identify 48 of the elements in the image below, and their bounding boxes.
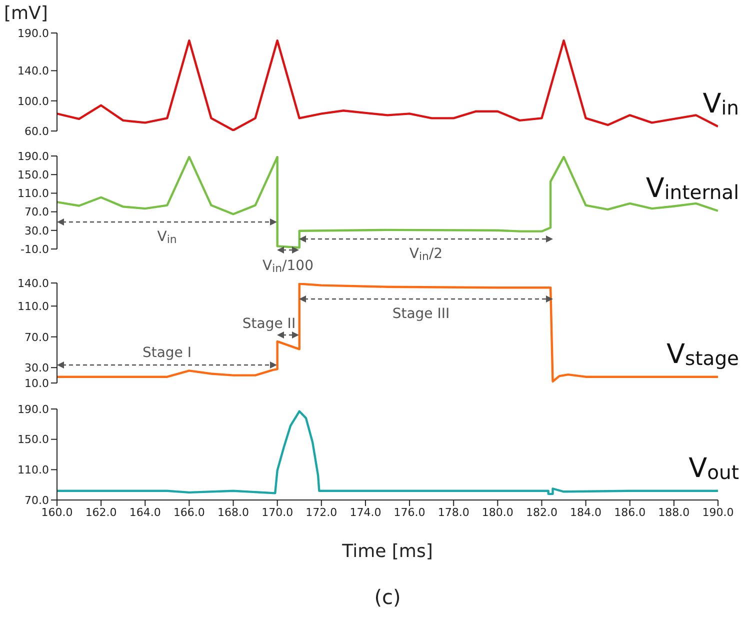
- series-label: V$_{in}$: [702, 88, 739, 120]
- x-tick-label: 164.0: [129, 506, 161, 519]
- x-tick-label: 178.0: [438, 506, 470, 519]
- y-tick-label: 140.0: [18, 276, 49, 290]
- x-tick-label: 168.0: [218, 506, 250, 519]
- x-tick-label: 174.0: [350, 506, 382, 519]
- y-tick-label: 140.0: [18, 64, 49, 78]
- y-tick-label: 30.0: [24, 224, 49, 238]
- x-tick-label: 170.0: [262, 506, 294, 519]
- x-tick-label: 172.0: [306, 506, 338, 519]
- y-tick-label: 110.0: [18, 187, 49, 200]
- y-tick-label: 190.0: [18, 402, 49, 416]
- y-tick-label: 30.0: [24, 362, 49, 375]
- x-tick-label: 182.0: [526, 506, 558, 519]
- y-tick-label: 190.0: [18, 150, 49, 163]
- x-tick-label: 188.0: [658, 506, 690, 519]
- y-tick-label: 70.0: [24, 494, 49, 507]
- y-tick-label: 10.0: [24, 376, 49, 390]
- x-axis-title: Time [ms]: [341, 541, 433, 562]
- text: V$_{in}$/100: [262, 258, 314, 275]
- y-tick-label: 150.0: [18, 168, 49, 182]
- text: (c): [374, 585, 401, 609]
- x-tick-label: 160.0: [41, 506, 73, 519]
- annotation: V$_{in}$/2: [409, 246, 443, 263]
- y-tick-label: 60.0: [24, 124, 49, 138]
- annotation: Stage II: [242, 316, 296, 332]
- annotation: Stage III: [392, 306, 450, 322]
- x-tick-label: 176.0: [394, 506, 426, 519]
- y-tick-label: -10.0: [20, 242, 49, 256]
- y-tick-label: 190.0: [18, 26, 49, 40]
- x-tick-label: 166.0: [173, 506, 205, 519]
- x-tick-label: 180.0: [482, 506, 514, 519]
- annotation: V$_{in}$: [157, 229, 177, 246]
- y-tick-label: 70.0: [24, 206, 49, 219]
- x-tick-label: 162.0: [85, 506, 117, 519]
- x-tick-label: 190.0: [702, 506, 734, 519]
- y-axis-title: [mV]: [4, 3, 48, 24]
- x-tick-label: 186.0: [614, 506, 646, 519]
- series-label: V$_{out}$: [688, 452, 740, 484]
- y-tick-label: 150.0: [18, 433, 49, 446]
- y-tick-label: 110.0: [18, 464, 49, 477]
- series-label: V$_{internal}$: [646, 172, 739, 204]
- annotation: Stage I: [142, 345, 192, 361]
- y-tick-label: 110.0: [18, 300, 49, 313]
- y-tick-label: 70.0: [24, 330, 49, 344]
- series-label: V$_{stage}$: [666, 338, 739, 370]
- x-tick-label: 184.0: [570, 506, 602, 519]
- y-tick-label: 100.0: [18, 94, 49, 108]
